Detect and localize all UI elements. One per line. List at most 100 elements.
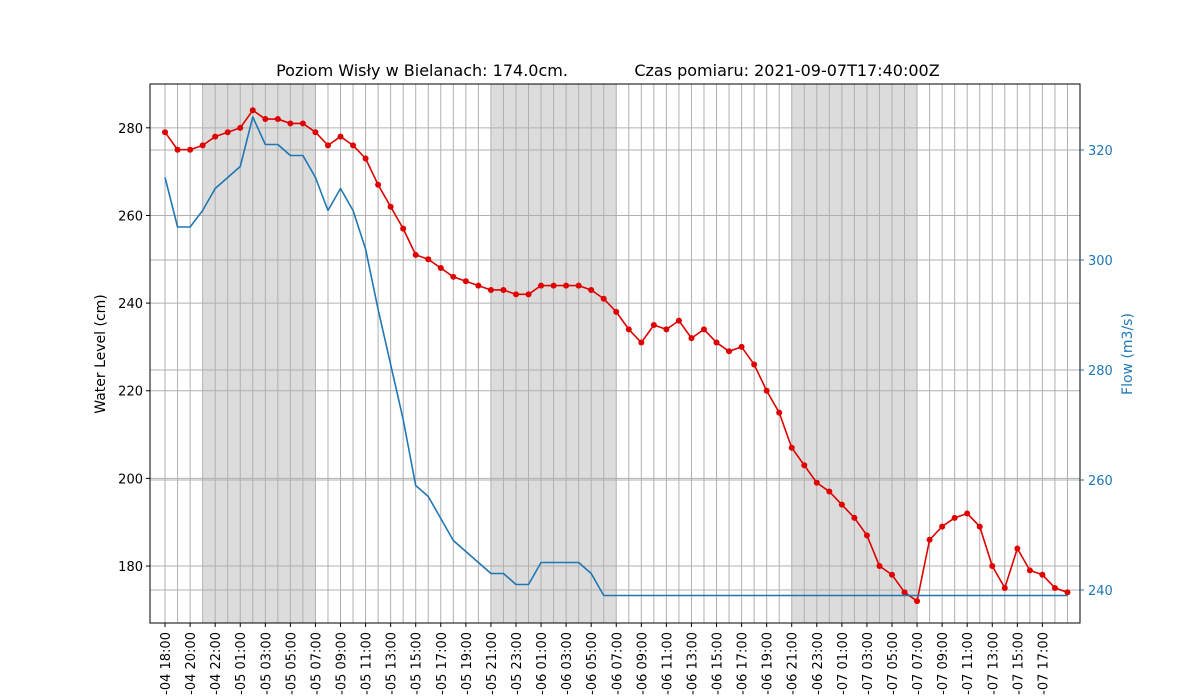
x-tick-label: -06 17:00 [736, 632, 751, 695]
water-level-point [688, 335, 695, 342]
water-level-point [450, 273, 457, 280]
water-level-point [337, 133, 344, 140]
water-level-point [475, 282, 482, 289]
x-tick-label: -06 01:00 [535, 632, 550, 695]
water-level-point [274, 116, 281, 123]
water-level-point [425, 256, 432, 263]
x-tick-label: -07 11:00 [961, 632, 976, 695]
water-level-point [224, 129, 231, 136]
y-left-tick-label: 240 [118, 297, 143, 312]
x-tick-label: -07 13:00 [986, 632, 1001, 695]
water-level-point [525, 291, 532, 298]
x-tick-label: -06 15:00 [711, 632, 726, 695]
x-tick-label: -05 05:00 [284, 632, 299, 695]
x-tick-label: -07 01:00 [836, 632, 851, 695]
water-level-point [500, 286, 507, 293]
x-tick-label: -05 15:00 [410, 632, 425, 695]
water-level-point [776, 409, 783, 416]
x-tick-label: -06 13:00 [685, 632, 700, 695]
x-tick-label: -07 05:00 [886, 632, 901, 695]
water-level-point [412, 251, 419, 258]
water-level-point [324, 142, 331, 149]
water-level-point [550, 282, 557, 289]
night-shading-layer [202, 84, 918, 623]
x-tick-label: -06 11:00 [660, 632, 675, 695]
water-level-point [350, 142, 357, 149]
water-level-point [538, 282, 545, 289]
flow-line [164, 116, 1068, 597]
water-level-point [976, 523, 983, 530]
y-axis-right-label: Flow (m3/s) [1120, 313, 1136, 395]
water-level-point [826, 488, 833, 495]
water-level-point [838, 501, 845, 508]
water-level-point [212, 133, 219, 140]
water-level-point [876, 563, 883, 570]
water-level-point [1001, 584, 1008, 591]
x-tick-label: -04 20:00 [184, 632, 199, 695]
water-level-point [249, 107, 256, 114]
plot-frame [149, 83, 1081, 624]
x-tick-label: -06 23:00 [811, 632, 826, 695]
water-level-point [1039, 571, 1046, 578]
y-right-tick-label: 320 [1088, 144, 1113, 159]
water-level-point [462, 278, 469, 285]
y-axis-left-label: Water Level (cm) [93, 294, 109, 414]
water-level-point [588, 286, 595, 293]
water-level-point [1064, 589, 1071, 596]
grid-layer [150, 84, 1080, 623]
water-level-point [914, 598, 921, 605]
x-tick-label: -05 13:00 [385, 632, 400, 695]
water-level-point [625, 326, 632, 333]
y-left-tick-label: 260 [118, 209, 143, 224]
water-level-point [387, 203, 394, 210]
y-left-tick-label: 200 [118, 472, 143, 487]
water-level-point [575, 282, 582, 289]
water-level-point [751, 361, 758, 368]
x-tick-label: -05 23:00 [510, 632, 525, 695]
water-level-point [650, 322, 657, 329]
water-level-point [400, 225, 407, 232]
x-tick-label: -07 17:00 [1036, 632, 1051, 695]
x-tick-label: -05 11:00 [360, 632, 375, 695]
water-level-point [613, 308, 620, 315]
x-tick-label: -07 15:00 [1011, 632, 1026, 695]
series-layer [162, 107, 1071, 605]
x-tick-label: -06 05:00 [585, 632, 600, 695]
x-tick-label: -07 07:00 [911, 632, 926, 695]
x-tick-label: -06 09:00 [635, 632, 650, 695]
x-tick-label: -05 21:00 [485, 632, 500, 695]
water-level-point [713, 339, 720, 346]
water-level-point [487, 286, 494, 293]
x-tick-label: -06 19:00 [761, 632, 776, 695]
water-level-point [813, 479, 820, 486]
water-level-point [939, 523, 946, 530]
water-level-point [162, 129, 169, 136]
water-level-point [312, 129, 319, 136]
water-level-point [951, 514, 958, 521]
y-right-tick-label: 240 [1088, 584, 1113, 599]
water-level-point [675, 317, 682, 324]
water-level-point [863, 532, 870, 539]
x-tick-label: -05 09:00 [335, 632, 350, 695]
x-tick-label: -04 18:00 [159, 632, 174, 695]
water-level-point [174, 146, 181, 153]
axis-layer: 180 200 220 240 260 280 240 260 280 300 320 -04 18:… [118, 122, 1113, 695]
water-level-point [1014, 545, 1021, 552]
y-left-tick-label: 280 [118, 122, 143, 137]
water-level-point [1026, 567, 1033, 574]
water-level-point [375, 181, 382, 188]
water-level-point [888, 571, 895, 578]
water-level-point [512, 291, 519, 298]
water-level-point [299, 120, 306, 127]
water-level-point [726, 348, 733, 355]
water-level-point [663, 326, 670, 333]
water-level-point [638, 339, 645, 346]
water-level-point [187, 146, 194, 153]
y-left-tick-label: 220 [118, 385, 143, 400]
water-level-point [801, 462, 808, 469]
water-level-point [237, 124, 244, 131]
water-level-point [287, 120, 294, 127]
water-level-point [362, 155, 369, 162]
water-level-point [199, 142, 206, 149]
